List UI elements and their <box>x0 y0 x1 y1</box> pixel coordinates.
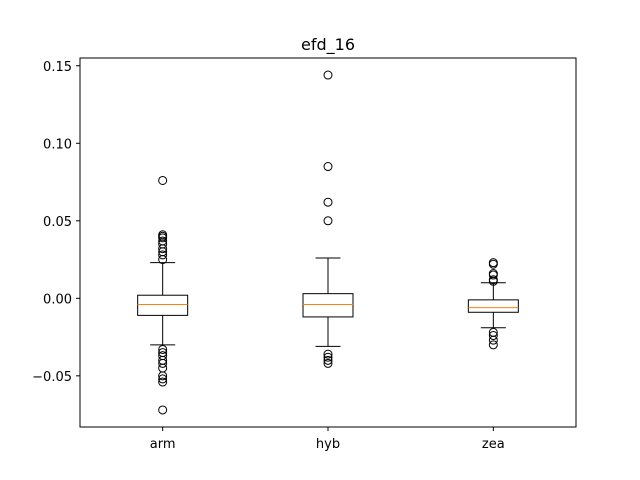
outlier-point <box>323 352 333 362</box>
box-zea <box>467 258 519 350</box>
outlier-point <box>323 355 333 365</box>
chart-title: efd_16 <box>301 35 355 55</box>
box-iqr <box>137 294 189 316</box>
y-tick-label: −0.05 <box>32 370 72 385</box>
outlier-point <box>158 405 168 415</box>
box-hyb <box>302 70 354 368</box>
outlier-point <box>158 250 168 260</box>
outlier-point <box>323 197 333 207</box>
box-series <box>137 70 519 415</box>
outlier-point <box>323 70 333 80</box>
outlier-point <box>488 331 498 341</box>
outlier-point <box>323 162 333 172</box>
x-tick-label: arm <box>150 437 176 452</box>
x-tick-label: hyb <box>316 437 340 452</box>
outlier-point <box>158 377 168 387</box>
box-iqr <box>302 293 354 318</box>
outlier-point <box>158 255 168 265</box>
outlier-point <box>488 276 498 286</box>
outlier-point <box>158 244 168 254</box>
x-axis: arm hyb zea <box>150 427 505 452</box>
outlier-point <box>158 358 168 368</box>
outlier-point <box>488 340 498 350</box>
outlier-point <box>158 371 168 381</box>
outlier-point <box>323 349 333 359</box>
outlier-point <box>158 344 168 354</box>
outlier-point <box>158 175 168 185</box>
outlier-point <box>488 335 498 345</box>
outlier-point <box>323 358 333 368</box>
outlier-point <box>488 270 498 280</box>
outlier-point <box>323 216 333 226</box>
y-tick-label: 0.15 <box>43 60 72 75</box>
x-tick-label: zea <box>482 437 505 452</box>
box-iqr <box>467 299 519 313</box>
y-tick-label: 0.05 <box>43 215 72 230</box>
y-tick-label: 0.00 <box>43 292 72 307</box>
plot-area-frame <box>79 57 577 428</box>
y-axis: −0.05 0.00 0.05 0.10 0.15 <box>32 60 80 385</box>
y-tick-label: 0.10 <box>43 137 72 152</box>
box-arm <box>137 175 189 415</box>
outlier-point <box>158 233 168 243</box>
outlier-point <box>488 259 498 269</box>
outlier-point <box>158 374 168 384</box>
outlier-point <box>158 363 168 373</box>
